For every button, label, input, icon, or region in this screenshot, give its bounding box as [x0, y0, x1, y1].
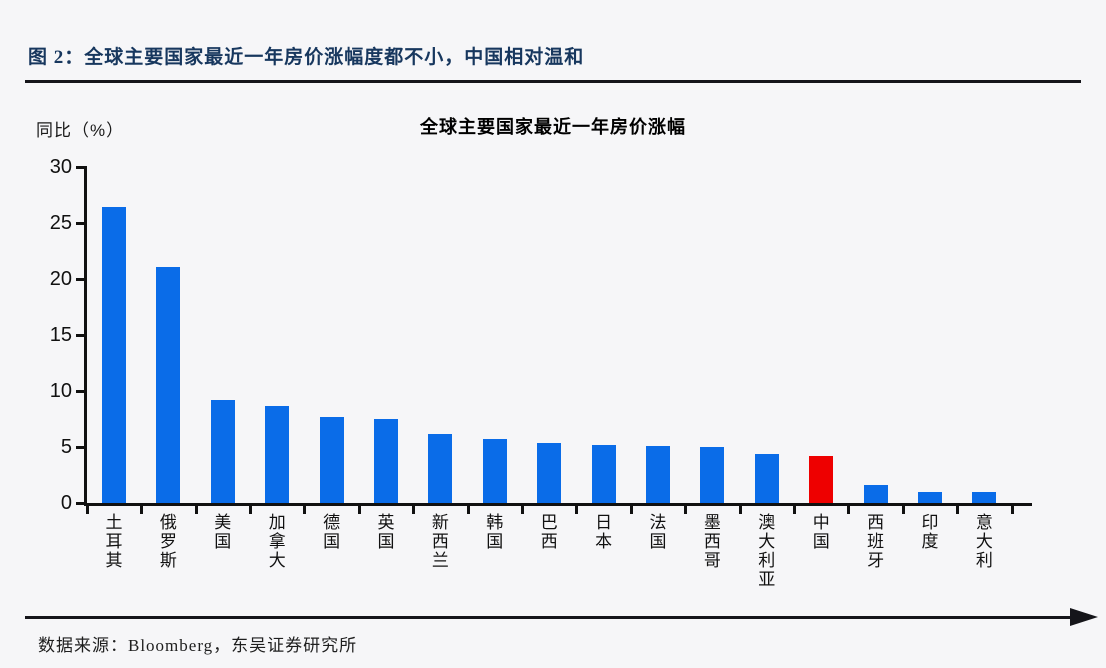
- x-category-label: 中 国: [812, 513, 830, 551]
- bar-法国: [646, 445, 670, 503]
- y-tick-label: 0: [60, 492, 72, 514]
- x-category-label: 土 耳 其: [105, 513, 123, 570]
- x-tick-mark: [194, 505, 198, 514]
- x-tick-mark: [575, 505, 579, 514]
- x-tick-mark: [303, 505, 307, 514]
- x-tick-mark: [684, 505, 688, 514]
- x-tick-mark: [793, 505, 796, 514]
- bar-西班牙: [863, 485, 888, 503]
- y-tick-label: 20: [49, 268, 72, 290]
- y-tick-mark: [76, 278, 85, 281]
- x-axis-arrow-line: [25, 616, 1075, 619]
- y-axis-line: [84, 166, 87, 506]
- bar-新西兰: [428, 433, 453, 503]
- bar-美国: [210, 399, 235, 503]
- x-tick-mark: [956, 505, 960, 514]
- x-category-label: 印 度: [921, 513, 939, 551]
- x-category-label: 美 国: [214, 513, 232, 551]
- bar-墨西哥: [700, 447, 725, 503]
- x-tick-mark: [466, 505, 470, 514]
- data-source-note: 数据来源：Bloomberg，东吴证券研究所: [38, 636, 358, 655]
- bar-韩国: [482, 439, 507, 503]
- x-category-label: 英 国: [377, 513, 395, 551]
- x-category-label: 加 拿 大: [268, 513, 286, 570]
- x-tick-mark: [738, 505, 742, 514]
- x-tick-mark: [521, 505, 524, 514]
- bar-英国: [374, 419, 398, 503]
- x-category-label: 法 国: [649, 513, 667, 551]
- bar-巴西: [537, 442, 562, 503]
- x-tick-mark: [357, 505, 361, 514]
- bar-中国: [809, 455, 834, 503]
- y-tick-mark: [76, 334, 85, 337]
- x-tick-mark: [249, 505, 252, 514]
- y-tick-mark: [76, 446, 85, 449]
- x-tick-mark: [85, 505, 89, 514]
- x-category-label: 墨 西 哥: [703, 513, 721, 570]
- bar-德国: [319, 416, 344, 503]
- y-tick-label: 5: [60, 436, 72, 458]
- figure-caption: 图 2：全球主要国家最近一年房价涨幅度都不小，中国相对温和: [28, 47, 585, 68]
- bar-印度: [918, 491, 942, 503]
- x-axis-line: [84, 503, 1032, 506]
- bar-俄罗斯: [156, 266, 181, 503]
- y-tick-label: 15: [49, 324, 72, 346]
- bar-意大利: [972, 491, 997, 503]
- y-tick-label: 30: [49, 156, 72, 178]
- x-tick-mark: [140, 505, 144, 514]
- x-category-label: 澳 大 利 亚: [758, 513, 776, 589]
- bar-加拿大: [265, 405, 290, 503]
- y-tick-mark: [76, 166, 85, 169]
- x-category-label: 德 国: [323, 513, 341, 551]
- x-tick-mark: [629, 505, 633, 514]
- x-tick-mark: [901, 505, 905, 514]
- x-category-label: 新 西 兰: [431, 513, 449, 570]
- x-category-label: 日 本: [595, 513, 613, 551]
- x-category-label: 西 班 牙: [867, 513, 885, 570]
- x-tick-mark: [412, 505, 416, 514]
- y-tick-label: 10: [49, 380, 72, 402]
- x-category-label: 意 大 利: [975, 513, 993, 570]
- arrow-right-icon: [1070, 608, 1098, 626]
- x-category-label: 俄 罗 斯: [159, 513, 177, 570]
- x-tick-mark: [1010, 505, 1014, 514]
- bar-澳大利亚: [754, 453, 779, 503]
- bar-日本: [591, 444, 616, 503]
- bar-土耳其: [102, 207, 126, 503]
- y-tick-label: 25: [49, 212, 72, 234]
- chart-title: 全球主要国家最近一年房价涨幅: [420, 117, 686, 137]
- y-tick-mark: [76, 390, 85, 393]
- y-axis-title: 同比（%）: [36, 121, 125, 140]
- x-tick-mark: [847, 505, 851, 514]
- header-divider-line: [25, 80, 1081, 83]
- y-tick-mark: [76, 502, 85, 505]
- y-tick-mark: [76, 222, 85, 225]
- x-category-label: 巴 西: [540, 513, 558, 551]
- x-category-label: 韩 国: [486, 513, 504, 551]
